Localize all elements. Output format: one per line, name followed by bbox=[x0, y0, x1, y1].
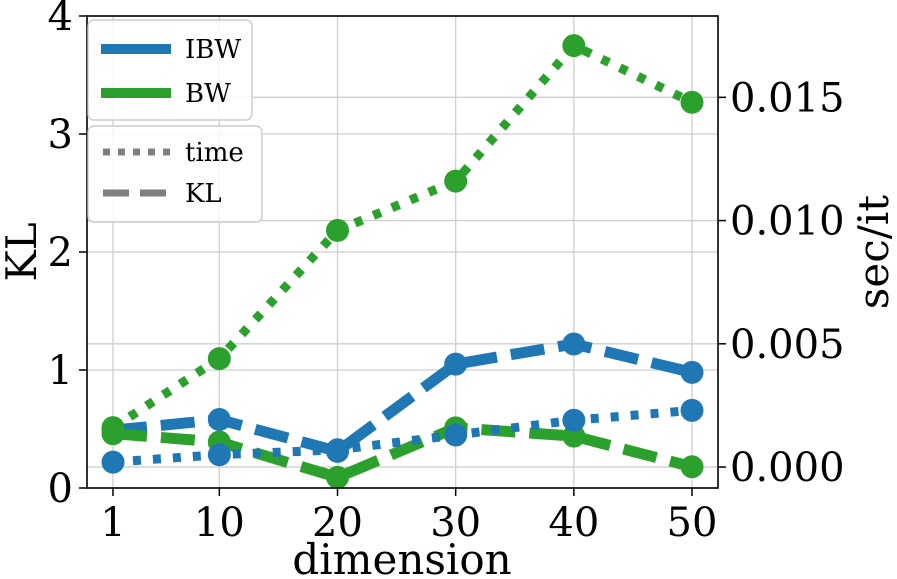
legend-style: time KL bbox=[87, 125, 263, 223]
y-right-tick-label: 0.005 bbox=[730, 322, 845, 368]
data-point-ibw-time bbox=[680, 398, 704, 422]
x-tick-label: 30 bbox=[430, 500, 481, 546]
series-layer bbox=[101, 34, 704, 489]
data-point-bw-time bbox=[680, 90, 704, 114]
y-axis-right-label: sec/it bbox=[849, 195, 897, 310]
x-tick-label: 10 bbox=[194, 500, 245, 546]
y-right-tick-label: 0.010 bbox=[730, 199, 845, 245]
data-point-ibw-kl bbox=[444, 352, 468, 376]
data-point-bw-time bbox=[326, 218, 350, 242]
data-point-ibw-time bbox=[562, 408, 586, 432]
data-point-ibw-time bbox=[326, 438, 350, 462]
series-line-bw-kl bbox=[112, 422, 694, 483]
y-left-tick-label: 0 bbox=[48, 466, 73, 512]
legend-label-ibw: IBW bbox=[185, 35, 241, 65]
legend-label-time: time bbox=[185, 138, 244, 168]
series-line-bw-time bbox=[110, 41, 694, 432]
y-left-tick-label: 2 bbox=[48, 230, 73, 276]
data-point-bw-time bbox=[562, 34, 586, 58]
x-axis-label: dimension bbox=[292, 535, 511, 579]
data-point-bw-kl bbox=[680, 455, 704, 479]
y-axis-left-label: KL bbox=[0, 222, 46, 281]
y-right-tick-label: 0.015 bbox=[730, 75, 845, 121]
data-point-bw-time bbox=[101, 416, 125, 440]
y-left-tick-label: 4 bbox=[48, 0, 73, 40]
y-left-tick-label: 3 bbox=[48, 112, 73, 158]
data-point-ibw-kl bbox=[207, 408, 231, 432]
data-point-ibw-time bbox=[101, 450, 125, 474]
series-line-ibw-kl bbox=[112, 338, 694, 457]
x-tick-label: 50 bbox=[667, 500, 718, 546]
legend-method: IBW BW bbox=[87, 19, 253, 121]
data-point-bw-kl bbox=[326, 465, 350, 489]
data-point-ibw-time bbox=[444, 423, 468, 447]
y-left-tick-label: 1 bbox=[48, 348, 73, 394]
x-tick-label: 1 bbox=[100, 500, 125, 546]
legend-label-bw: BW bbox=[185, 79, 231, 109]
data-point-bw-time bbox=[207, 347, 231, 371]
data-point-ibw-kl bbox=[562, 332, 586, 356]
legend-label-kl: KL bbox=[185, 179, 222, 209]
data-point-ibw-time bbox=[207, 443, 231, 467]
data-point-bw-kl bbox=[562, 424, 586, 448]
x-tick-label: 40 bbox=[548, 500, 599, 546]
y-right-tick-label: 0.000 bbox=[730, 445, 845, 491]
series-line-ibw-time bbox=[112, 405, 693, 467]
data-point-bw-time bbox=[444, 169, 468, 193]
data-point-ibw-kl bbox=[680, 360, 704, 384]
x-tick-label: 20 bbox=[312, 500, 363, 546]
legend-style-frame bbox=[87, 125, 263, 223]
